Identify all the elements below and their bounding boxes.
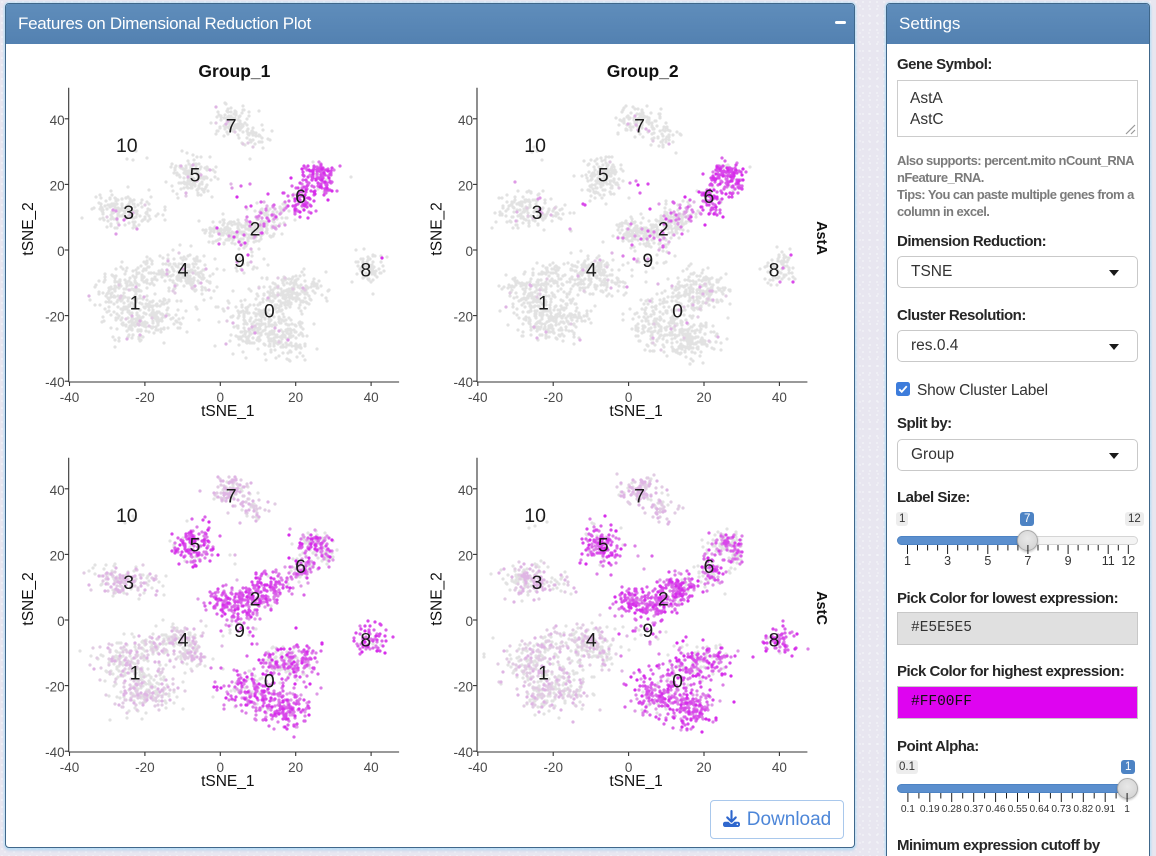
svg-text:6: 6 [703, 186, 714, 208]
svg-text:0: 0 [57, 244, 65, 259]
svg-text:20: 20 [50, 178, 65, 193]
svg-text:5: 5 [598, 165, 609, 187]
svg-text:20: 20 [696, 390, 711, 405]
svg-text:tSNE_2: tSNE_2 [20, 202, 37, 255]
svg-text:0: 0 [465, 244, 473, 259]
svg-text:7: 7 [226, 115, 237, 137]
svg-text:40: 40 [458, 113, 473, 128]
svg-text:10: 10 [116, 135, 138, 157]
svg-text:-20: -20 [543, 390, 563, 405]
svg-text:40: 40 [772, 390, 787, 405]
svg-text:10: 10 [524, 135, 546, 157]
svg-text:3: 3 [123, 202, 134, 224]
svg-text:20: 20 [288, 390, 303, 405]
svg-text:0: 0 [264, 301, 275, 323]
svg-text:3: 3 [532, 202, 543, 224]
svg-text:1: 1 [130, 293, 141, 315]
svg-text:tSNE_2: tSNE_2 [429, 202, 446, 255]
svg-text:4: 4 [586, 260, 597, 282]
svg-text:40: 40 [50, 113, 65, 128]
svg-text:2: 2 [658, 218, 669, 240]
svg-text:7: 7 [634, 115, 645, 137]
svg-text:8: 8 [769, 260, 780, 282]
svg-text:-40: -40 [45, 375, 65, 390]
svg-text:5: 5 [190, 165, 201, 187]
svg-text:2: 2 [250, 218, 261, 240]
svg-text:-40: -40 [468, 390, 488, 405]
svg-text:-20: -20 [45, 310, 65, 325]
svg-text:Group_2: Group_2 [607, 61, 679, 81]
svg-text:-20: -20 [453, 310, 473, 325]
svg-text:-40: -40 [60, 390, 80, 405]
svg-text:-40: -40 [453, 375, 473, 390]
svg-text:9: 9 [234, 250, 245, 272]
svg-text:8: 8 [360, 260, 371, 282]
svg-text:9: 9 [642, 250, 653, 272]
svg-text:40: 40 [364, 390, 379, 405]
svg-text:Group_1: Group_1 [198, 61, 270, 81]
svg-text:4: 4 [178, 260, 189, 282]
svg-text:0: 0 [672, 301, 683, 323]
svg-text:-20: -20 [135, 390, 155, 405]
svg-text:20: 20 [458, 178, 473, 193]
svg-text:1: 1 [538, 293, 549, 315]
svg-text:6: 6 [295, 186, 306, 208]
svg-text:tSNE_1: tSNE_1 [609, 403, 662, 420]
svg-text:AstA: AstA [813, 221, 829, 255]
svg-text:tSNE_1: tSNE_1 [201, 403, 254, 420]
svg-text:AstC: AstC [813, 591, 829, 625]
